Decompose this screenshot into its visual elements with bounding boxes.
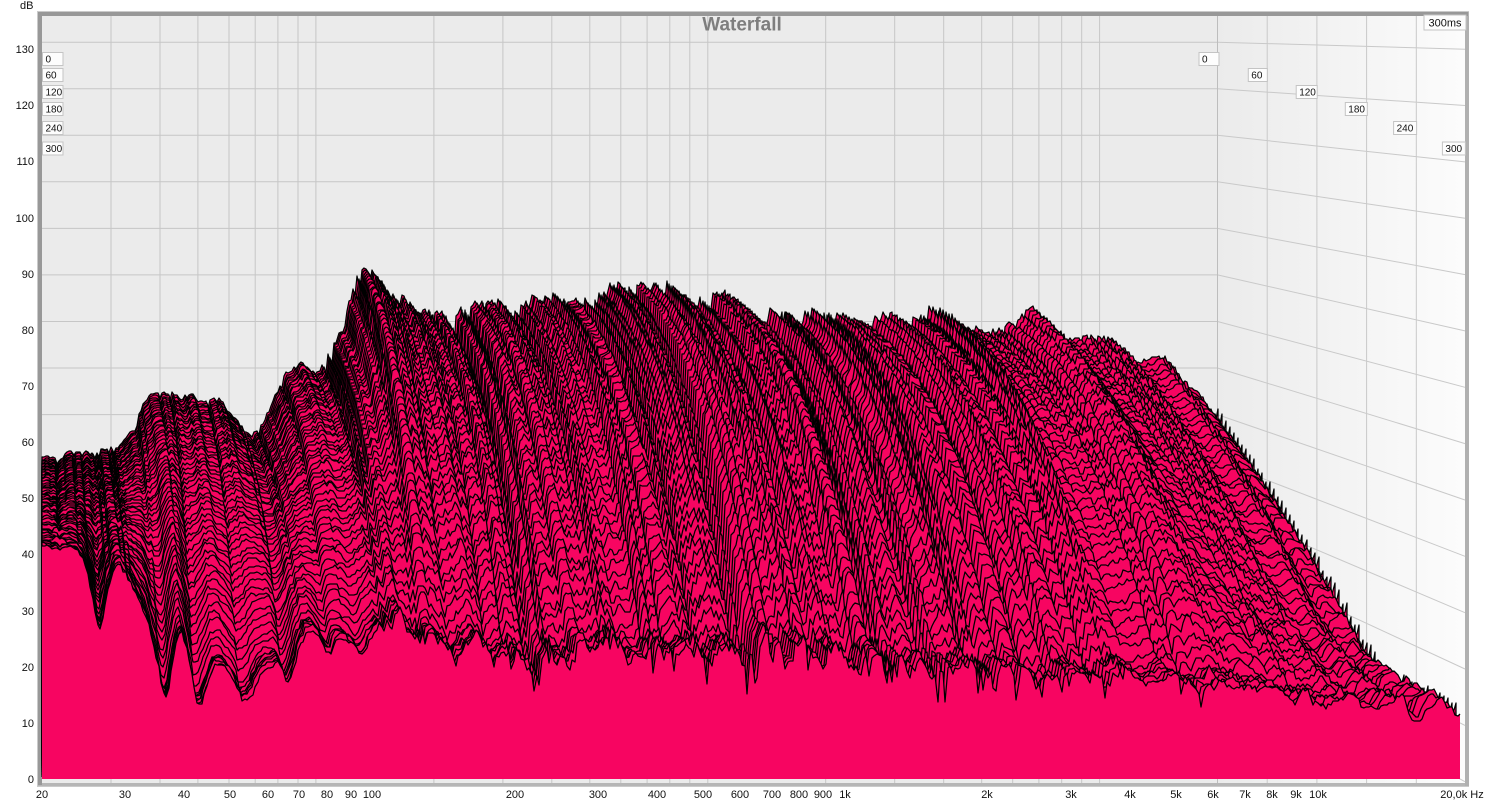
svg-text:7k: 7k — [1239, 789, 1251, 801]
svg-text:10k: 10k — [1309, 789, 1327, 801]
svg-text:600: 600 — [731, 789, 749, 801]
svg-text:5k: 5k — [1170, 789, 1182, 801]
svg-text:4k: 4k — [1124, 789, 1136, 801]
svg-text:300: 300 — [46, 144, 63, 155]
svg-text:1k: 1k — [839, 789, 851, 801]
svg-text:0: 0 — [1202, 55, 1208, 66]
svg-text:Waterfall: Waterfall — [702, 15, 782, 36]
svg-text:60: 60 — [1251, 71, 1263, 82]
svg-text:700: 700 — [763, 789, 781, 801]
svg-text:130: 130 — [16, 44, 34, 56]
svg-text:180: 180 — [1348, 105, 1365, 116]
svg-text:10: 10 — [22, 718, 34, 730]
svg-text:3k: 3k — [1065, 789, 1077, 801]
svg-text:30: 30 — [119, 789, 131, 801]
svg-text:6k: 6k — [1207, 789, 1219, 801]
svg-text:30: 30 — [22, 606, 34, 618]
svg-text:110: 110 — [16, 156, 34, 168]
svg-text:40: 40 — [178, 789, 190, 801]
svg-text:120: 120 — [1299, 88, 1316, 99]
svg-text:dB: dB — [20, 0, 33, 12]
svg-text:20: 20 — [36, 789, 48, 801]
svg-text:300: 300 — [589, 789, 607, 801]
svg-text:180: 180 — [46, 105, 63, 116]
svg-text:50: 50 — [224, 789, 236, 801]
svg-text:300: 300 — [1445, 144, 1462, 155]
svg-text:0: 0 — [46, 55, 52, 66]
svg-text:800: 800 — [790, 789, 808, 801]
svg-text:40: 40 — [22, 549, 34, 561]
svg-text:8k: 8k — [1266, 789, 1278, 801]
svg-text:9k: 9k — [1290, 789, 1302, 801]
svg-text:900: 900 — [814, 789, 832, 801]
svg-text:90: 90 — [345, 789, 357, 801]
svg-text:2k: 2k — [981, 789, 993, 801]
svg-text:0: 0 — [28, 774, 34, 786]
svg-text:240: 240 — [46, 124, 63, 135]
svg-text:70: 70 — [293, 789, 305, 801]
svg-text:70: 70 — [22, 381, 34, 393]
svg-text:120: 120 — [16, 100, 34, 112]
svg-text:300ms: 300ms — [1428, 18, 1462, 30]
svg-text:120: 120 — [46, 88, 63, 99]
svg-text:80: 80 — [321, 789, 333, 801]
svg-text:60: 60 — [46, 71, 58, 82]
svg-text:60: 60 — [262, 789, 274, 801]
svg-text:100: 100 — [16, 213, 34, 225]
svg-text:20,0k Hz: 20,0k Hz — [1440, 789, 1483, 801]
svg-text:500: 500 — [694, 789, 712, 801]
svg-text:50: 50 — [22, 493, 34, 505]
svg-text:200: 200 — [506, 789, 524, 801]
svg-text:80: 80 — [22, 325, 34, 337]
svg-text:20: 20 — [22, 662, 34, 674]
svg-text:400: 400 — [648, 789, 666, 801]
svg-text:90: 90 — [22, 269, 34, 281]
svg-text:60: 60 — [22, 437, 34, 449]
svg-text:100: 100 — [363, 789, 381, 801]
svg-text:240: 240 — [1397, 124, 1414, 135]
